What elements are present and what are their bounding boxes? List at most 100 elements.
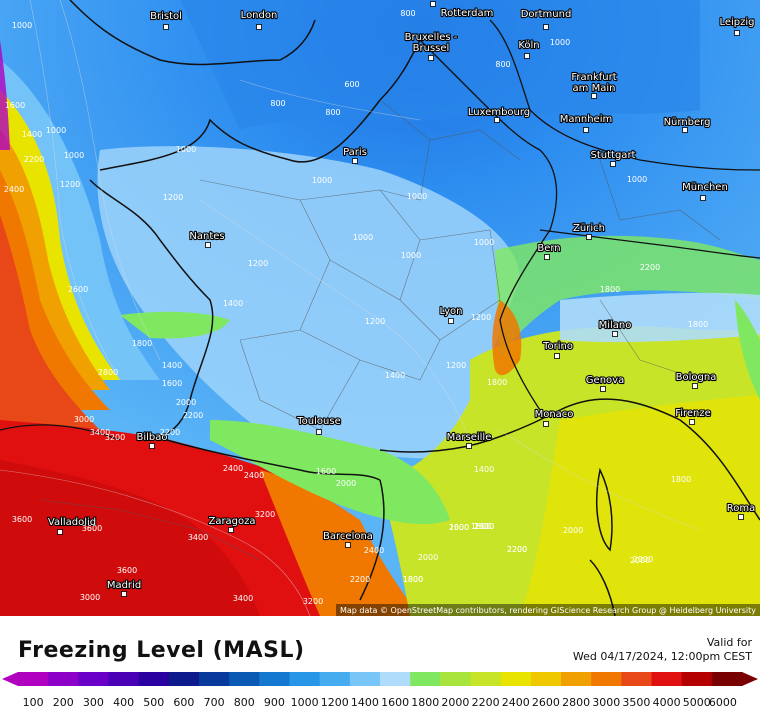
city-marker — [689, 419, 695, 425]
city-label: Luxembourg — [468, 107, 530, 118]
city-marker — [591, 93, 597, 99]
colorbar-max-arrow — [742, 672, 758, 686]
city-bilbao: Bilbao — [135, 431, 169, 449]
city-marker — [352, 158, 358, 164]
valid-for-label: Valid for — [706, 636, 752, 649]
city-luxembourg: Luxembourg — [467, 106, 531, 123]
uk-south-coast — [69, 0, 316, 66]
biscay-green-band — [120, 311, 230, 339]
contour-value-label: 3200 — [105, 433, 125, 442]
colorbar-tick-label: 1000 — [290, 696, 319, 709]
west-edge-band — [0, 40, 10, 150]
contour-value-label: 1400 — [385, 371, 405, 380]
colorbar-tick-label: 2800 — [562, 696, 591, 709]
city-label: München — [682, 182, 728, 193]
city-stuttgart: Stuttgart — [589, 149, 637, 167]
city-marker — [428, 55, 434, 61]
city-lyon: Lyon — [438, 305, 464, 324]
colorbar-tick-label: 4000 — [652, 696, 681, 709]
map-canvas: Bristol London Rotterdam Dortmund Leipzig Bru… — [0, 0, 760, 616]
city-paris: Paris — [342, 146, 368, 164]
contour-value-label: 2200 — [640, 263, 660, 272]
contour-value-label: 1600 — [471, 522, 491, 531]
contour-value-label: 1600 — [162, 379, 182, 388]
colorbar-tick-label: 2000 — [441, 696, 470, 709]
city-marker — [121, 591, 127, 597]
city-marker — [345, 542, 351, 548]
city-barcelona: Barcelona — [322, 530, 374, 548]
contour-value-label: 2200 — [160, 428, 180, 437]
colorbar-tick-label: 300 — [82, 696, 104, 709]
contour-value-label: 2000 — [336, 479, 356, 488]
france-east-border — [499, 149, 558, 411]
colorbar-cell — [621, 672, 652, 686]
colorbar-cell — [591, 672, 622, 686]
germany-border — [489, 19, 760, 171]
contour-value-label: 3200 — [255, 510, 275, 519]
colorbar-cell — [380, 672, 411, 686]
colorbar-cell — [681, 672, 713, 686]
colorbar-tick-label: 2200 — [471, 696, 500, 709]
freezing-level-map[interactable]: Bristol London Rotterdam Dortmund Leipzig Bru… — [0, 0, 760, 616]
alps-orange — [492, 300, 522, 376]
city-label: Bilbao — [136, 432, 167, 443]
colorbar-tick-label: 100 — [22, 696, 44, 709]
city-zaragoza: Zaragoza — [207, 515, 257, 533]
contour-value-label: 1800 — [403, 575, 423, 584]
contour-value-label: 1000 — [312, 176, 332, 185]
contour-value-label: 1000 — [176, 145, 196, 154]
contour-value-label: 800 — [325, 108, 340, 117]
contour-value-label: 2200 — [350, 575, 370, 584]
corsica-outline — [595, 467, 613, 552]
city-label: Nantes — [189, 231, 224, 242]
city-torino: Torino — [541, 340, 574, 359]
colorbar-cell — [651, 672, 683, 686]
contour-value-label: 3400 — [90, 428, 110, 437]
spain-north-border — [0, 424, 121, 441]
city-label: Nürnberg — [664, 117, 711, 128]
contour-value-label: 1800 — [688, 320, 708, 329]
city-label: London — [241, 10, 278, 21]
city-marker — [600, 386, 606, 392]
city-marker — [205, 242, 211, 248]
city-z-rich: Zürich — [572, 222, 606, 240]
contour-value-label: 1200 — [163, 193, 183, 202]
contour-value-label: 3000 — [74, 415, 94, 424]
colorbar-tick-label: 800 — [233, 696, 255, 709]
city-label: Köln — [518, 40, 539, 51]
contour-value-label: 2000 — [563, 526, 583, 535]
mild-zone — [97, 146, 520, 459]
contour-value-label: 1600 — [5, 101, 25, 110]
city-marker — [738, 514, 744, 520]
city-marker — [466, 443, 472, 449]
city-marker — [586, 234, 592, 240]
contour-value-label: 1000 — [64, 151, 84, 160]
contour-value-label: 2400 — [364, 546, 384, 555]
city-frankfurt-am-main: Frankfurt am Main — [570, 71, 618, 99]
colorbar-tick-label: 600 — [173, 696, 195, 709]
colorbar-tick-label: 500 — [143, 696, 165, 709]
city-marker — [149, 443, 155, 449]
contour-value-label: 1400 — [223, 299, 243, 308]
colorbar-tick-label: 6000 — [708, 696, 737, 709]
city-bruxelles-brussel: Bruxelles -Brussel — [404, 31, 459, 61]
contour-value-label: 1800 — [671, 475, 691, 484]
city-toulouse: Toulouse — [295, 415, 342, 435]
contour-value-label: 1000 — [46, 126, 66, 135]
colorbar-cell — [48, 672, 79, 686]
contour-value-label: 1000 — [550, 38, 570, 47]
colorbar-tick-label: 3000 — [592, 696, 621, 709]
contour-value-label: 1200 — [248, 259, 268, 268]
city-dortmund: Dortmund — [520, 8, 572, 30]
contour-value-label: 2200 — [183, 411, 203, 420]
city-label: Bologna — [676, 372, 717, 383]
contour-value-label: 2400 — [4, 185, 24, 194]
city-marker — [524, 53, 530, 59]
contour-value-label: 1200 — [60, 180, 80, 189]
contour-value-label: 2600 — [68, 285, 88, 294]
contour-value-label: 1800 — [600, 285, 620, 294]
contour-value-label: 2200 — [507, 545, 527, 554]
colorbar-cell — [470, 672, 502, 686]
city-label: Barcelona — [323, 531, 373, 542]
contour-value-label: 3000 — [80, 593, 100, 602]
